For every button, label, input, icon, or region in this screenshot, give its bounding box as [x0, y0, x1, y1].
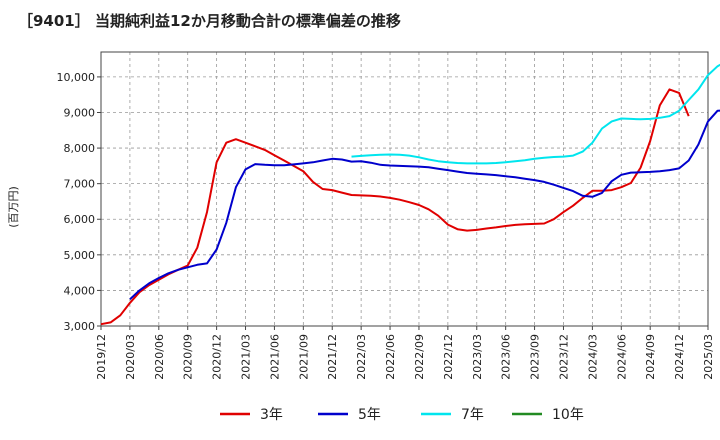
- series-line-7年: [351, 63, 720, 165]
- chart-title: ［9401］ 当期純利益12か月移動合計の標準偏差の推移: [18, 12, 401, 30]
- y-tick-label: 3,000: [64, 320, 96, 333]
- x-tick-label: 2021/06: [268, 334, 281, 380]
- x-tick-label: 2023/03: [471, 334, 484, 380]
- y-tick-label: 6,000: [64, 213, 96, 226]
- series-lines: [100, 63, 720, 326]
- x-tick-label: 2020/06: [153, 334, 166, 380]
- x-axis-ticks: 2019/12 2020/03 2020/06 2020/09 2020/12 2021/…: [95, 326, 715, 380]
- x-tick-label: 2022/12: [442, 334, 455, 380]
- x-tick-label: 2024/09: [644, 334, 657, 380]
- x-tick-label: 2020/12: [211, 334, 224, 380]
- y-tick-label: 5,000: [64, 249, 96, 262]
- x-tick-label: 2021/09: [297, 334, 310, 380]
- y-axis-label: (百万円): [7, 186, 20, 228]
- x-tick-label: 2021/12: [326, 334, 339, 380]
- series-line-5年: [129, 109, 720, 301]
- x-tick-label: 2022/06: [384, 334, 397, 380]
- legend-label-5年: 5年: [358, 407, 381, 423]
- y-tick-label: 9,000: [64, 106, 96, 119]
- y-tick-label: 10,000: [57, 71, 96, 84]
- legend-label-3年: 3年: [260, 407, 283, 423]
- legend-label-10年: 10年: [552, 407, 584, 423]
- y-tick-label: 4,000: [64, 284, 96, 297]
- y-tick-label: 7,000: [64, 178, 96, 191]
- x-tick-label: 2022/09: [413, 334, 426, 380]
- x-tick-label: 2022/03: [355, 334, 368, 380]
- x-tick-label: 2023/09: [529, 334, 542, 380]
- x-tick-label: 2021/03: [240, 334, 253, 380]
- x-tick-label: 2019/12: [95, 334, 108, 380]
- x-tick-label: 2024/03: [586, 334, 599, 380]
- x-tick-label: 2025/03: [702, 334, 715, 380]
- series-line-3年: [100, 88, 690, 326]
- y-tick-label: 8,000: [64, 142, 96, 155]
- x-tick-label: 2024/06: [615, 334, 628, 380]
- legend-label-7年: 7年: [461, 407, 484, 423]
- x-tick-label: 2023/12: [557, 334, 570, 380]
- x-tick-label: 2020/03: [124, 334, 137, 380]
- x-tick-label: 2023/06: [500, 334, 513, 380]
- legend: 3年 5年 7年 10年: [220, 407, 584, 423]
- x-tick-label: 2020/09: [182, 334, 195, 380]
- plot-frame: [100, 51, 709, 327]
- y-axis-ticks: 3,000 4,000 5,000 6,000 7,000 8,000 9,000 10,00…: [57, 71, 101, 333]
- x-tick-label: 2024/12: [673, 334, 686, 380]
